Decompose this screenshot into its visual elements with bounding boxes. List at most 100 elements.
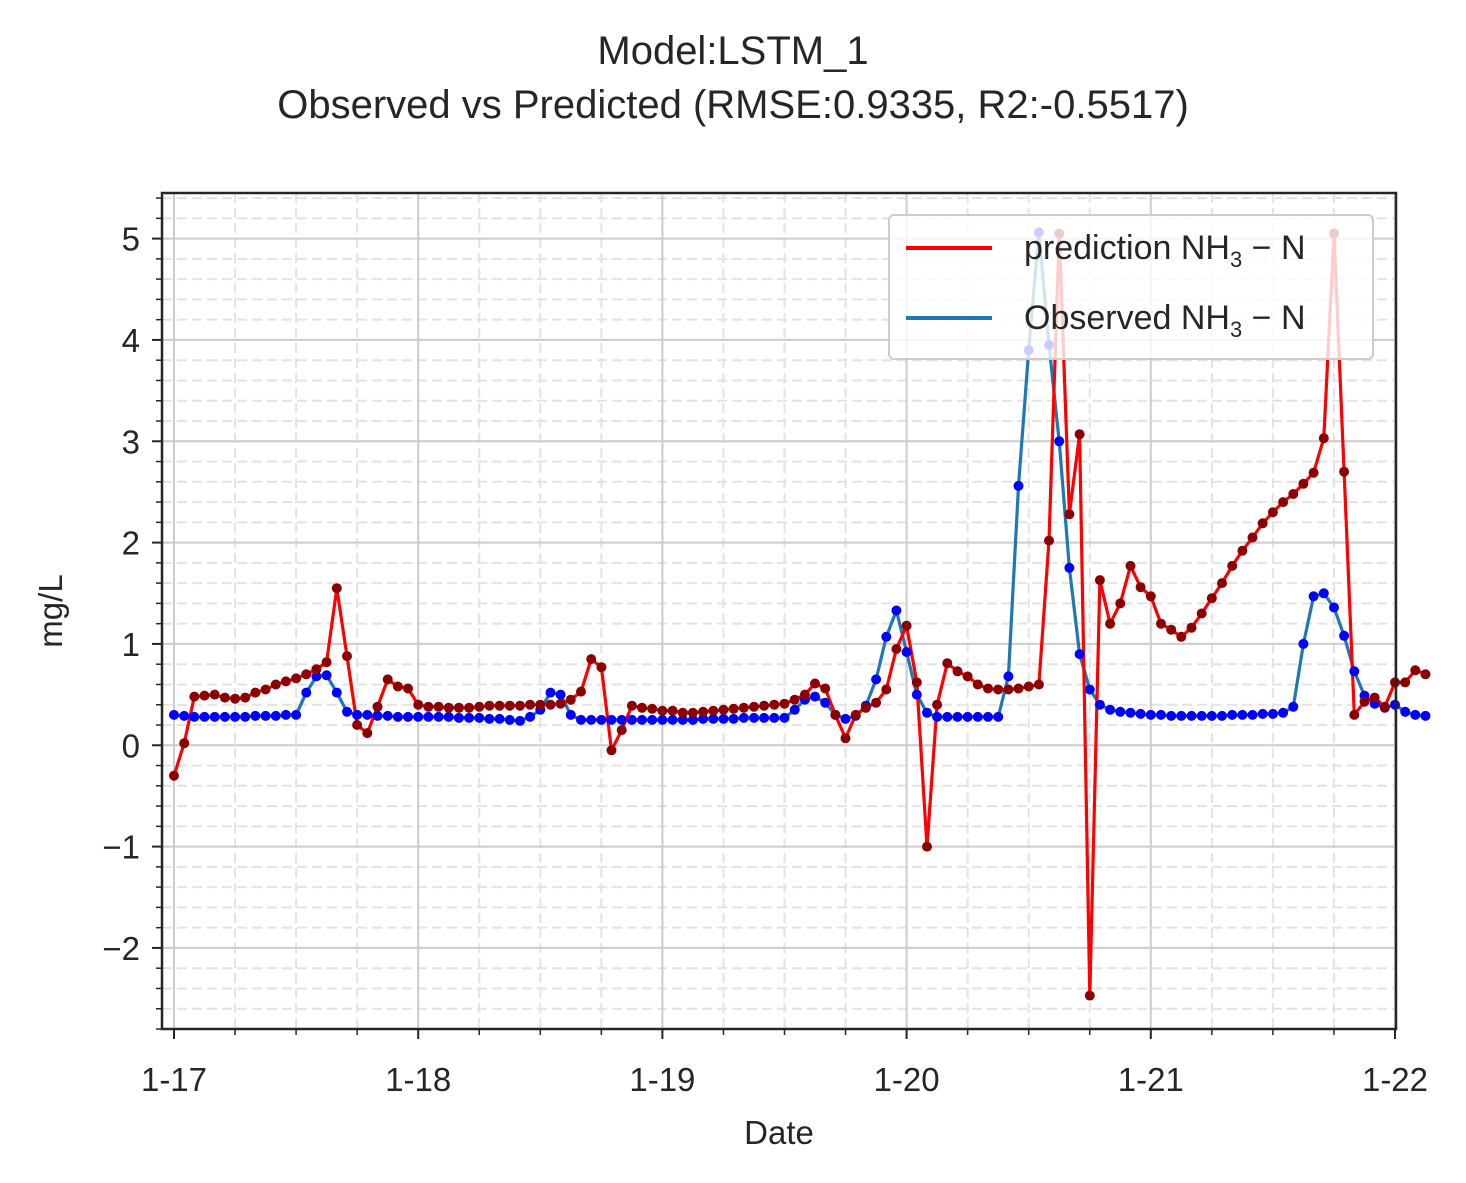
data-point-prediction <box>1176 631 1187 642</box>
data-point-observed <box>993 711 1004 722</box>
data-point-observed <box>677 714 688 725</box>
data-point-prediction <box>1044 535 1054 546</box>
data-point-prediction <box>250 687 261 698</box>
data-point-prediction <box>1206 593 1217 604</box>
data-point-observed <box>331 687 342 698</box>
data-point-observed <box>1329 602 1339 613</box>
data-point-prediction <box>576 686 586 697</box>
data-point-observed <box>983 711 993 722</box>
data-point-prediction <box>1156 618 1166 629</box>
data-point-prediction <box>840 733 851 744</box>
data-point-observed <box>718 713 729 724</box>
data-point-observed <box>525 711 536 722</box>
data-point-observed <box>1064 562 1075 573</box>
plot-frame <box>160 191 1398 1031</box>
data-point-prediction <box>586 654 597 665</box>
data-point-prediction <box>983 683 993 694</box>
data-point-observed <box>413 711 424 722</box>
data-point-prediction <box>993 684 1004 695</box>
data-point-prediction <box>270 679 281 690</box>
data-point-observed <box>1135 708 1146 719</box>
data-point-prediction <box>1298 478 1309 489</box>
data-point-observed <box>382 710 393 721</box>
data-point-observed <box>728 713 739 724</box>
data-point-observed <box>372 710 383 721</box>
data-point-observed <box>576 714 586 725</box>
data-point-observed <box>647 714 658 725</box>
y-tick-label: 1 <box>122 626 140 663</box>
data-point-prediction <box>1217 578 1227 589</box>
x-tick-label: 1-18 <box>385 1061 451 1098</box>
data-point-prediction <box>901 620 912 631</box>
data-point-observed <box>667 714 678 725</box>
data-point-observed <box>1227 709 1238 720</box>
data-point-prediction <box>321 657 332 668</box>
data-point-observed <box>820 697 831 708</box>
data-point-prediction <box>342 651 352 662</box>
legend-label-prediction: prediction NH3 − N <box>1024 229 1306 272</box>
data-point-prediction <box>759 700 770 711</box>
data-point-observed <box>1318 588 1329 599</box>
data-point-prediction <box>230 693 241 704</box>
data-point-observed <box>810 691 820 702</box>
data-point-observed <box>453 712 464 723</box>
axis-ticks: 1-17 1-18 1-19 1-20 1-21 1-22 −2 −1 0 1 2 3 4 5 <box>102 197 1428 1098</box>
data-point-prediction <box>657 705 668 716</box>
data-point-observed <box>1074 649 1085 660</box>
data-point-observed <box>698 713 709 724</box>
data-point-prediction <box>789 694 800 705</box>
data-point-observed <box>1186 710 1197 721</box>
data-point-observed <box>1156 709 1166 720</box>
data-point-observed <box>1278 707 1289 718</box>
data-point-observed <box>637 714 647 725</box>
data-point-observed <box>1125 707 1136 718</box>
data-point-prediction <box>738 702 749 713</box>
y-axis-label: mg/L <box>32 574 69 647</box>
data-point-prediction <box>820 683 831 694</box>
data-point-prediction <box>565 694 576 705</box>
data-point-observed <box>922 707 932 718</box>
data-point-prediction <box>311 664 322 675</box>
data-point-prediction <box>728 703 739 714</box>
data-point-observed <box>789 704 800 715</box>
data-point-observed <box>270 710 281 721</box>
data-point-observed <box>1206 710 1217 721</box>
data-point-prediction <box>637 702 647 713</box>
y-tick-label: 3 <box>122 423 140 460</box>
data-point-prediction <box>291 673 302 684</box>
data-point-prediction <box>932 699 943 710</box>
legend-swatch-prediction <box>906 246 992 250</box>
data-point-observed <box>189 711 200 722</box>
data-point-observed <box>1145 709 1156 720</box>
data-point-prediction <box>545 699 556 710</box>
data-point-prediction <box>708 705 719 716</box>
data-point-prediction <box>647 703 658 714</box>
data-point-prediction <box>1186 622 1197 633</box>
data-point-prediction <box>626 700 637 711</box>
data-point-prediction <box>1278 497 1289 508</box>
data-point-prediction <box>1400 677 1411 688</box>
y-tick-label: −1 <box>102 829 140 866</box>
y-tick-label: 4 <box>122 322 140 359</box>
data-point-prediction <box>443 702 454 713</box>
data-point-prediction <box>555 698 566 709</box>
data-point-prediction <box>1074 429 1085 440</box>
data-point-prediction <box>382 674 393 685</box>
data-point-observed <box>423 711 434 722</box>
data-point-observed <box>657 714 668 725</box>
data-point-prediction <box>667 705 678 716</box>
data-point-prediction <box>779 698 790 709</box>
data-point-observed <box>1217 710 1227 721</box>
data-point-prediction <box>1003 684 1014 695</box>
data-point-prediction <box>1318 433 1329 444</box>
data-point-observed <box>972 711 983 722</box>
data-point-observed <box>311 671 322 682</box>
series-markers <box>169 227 1431 1001</box>
data-point-observed <box>321 670 332 681</box>
data-point-prediction <box>1237 545 1248 556</box>
data-point-observed <box>199 711 210 722</box>
data-point-prediction <box>1125 560 1136 571</box>
data-point-prediction <box>504 700 515 711</box>
data-point-prediction <box>1145 591 1156 602</box>
data-point-prediction <box>687 707 698 718</box>
